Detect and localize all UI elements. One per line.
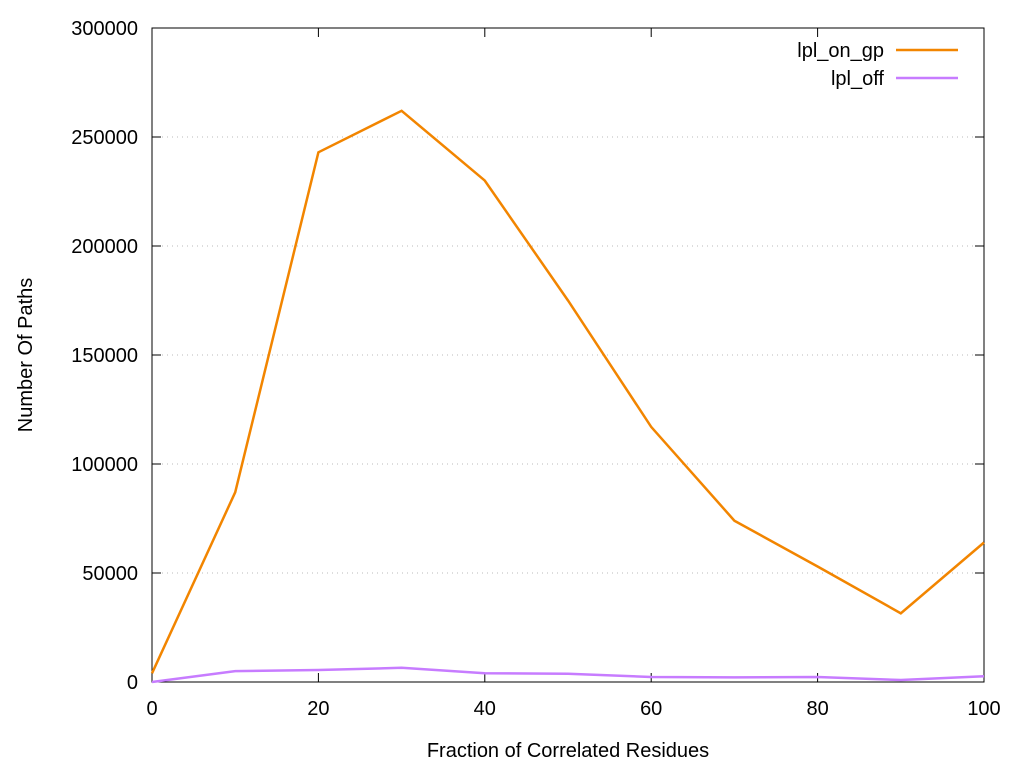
y-tick-label: 200000 bbox=[71, 236, 138, 258]
legend-label: lpl_off bbox=[831, 68, 884, 90]
x-tick-label: 20 bbox=[307, 698, 329, 720]
x-tick-label: 80 bbox=[806, 698, 828, 720]
series-group bbox=[150, 109, 985, 684]
y-tick-label: 0 bbox=[127, 672, 138, 694]
axis-ticks: 0 50000 100000 150000 200000 250000 300000 0 20 4… bbox=[71, 18, 1000, 720]
series-line-lpl_on_gp bbox=[150, 109, 985, 674]
y-tick-label: 150000 bbox=[71, 345, 138, 367]
legend-label: lpl_on_gp bbox=[797, 40, 884, 62]
x-tick-label: 100 bbox=[967, 698, 1000, 720]
y-tick-label: 50000 bbox=[82, 563, 138, 585]
y-tick-label: 100000 bbox=[71, 454, 138, 476]
y-tick-label: 300000 bbox=[71, 18, 138, 40]
y-tick-label: 250000 bbox=[71, 127, 138, 149]
grid-lines bbox=[152, 136, 984, 574]
x-axis-title: Fraction of Correlated Residues bbox=[427, 740, 709, 762]
x-tick-label: 0 bbox=[146, 698, 157, 720]
legend: lpl_on_gp lpl_off bbox=[797, 40, 958, 90]
y-axis-title: Number Of Paths bbox=[15, 278, 37, 433]
x-tick-label: 40 bbox=[474, 698, 496, 720]
x-tick-label: 60 bbox=[640, 698, 662, 720]
series-line-lpl_off bbox=[151, 666, 985, 684]
